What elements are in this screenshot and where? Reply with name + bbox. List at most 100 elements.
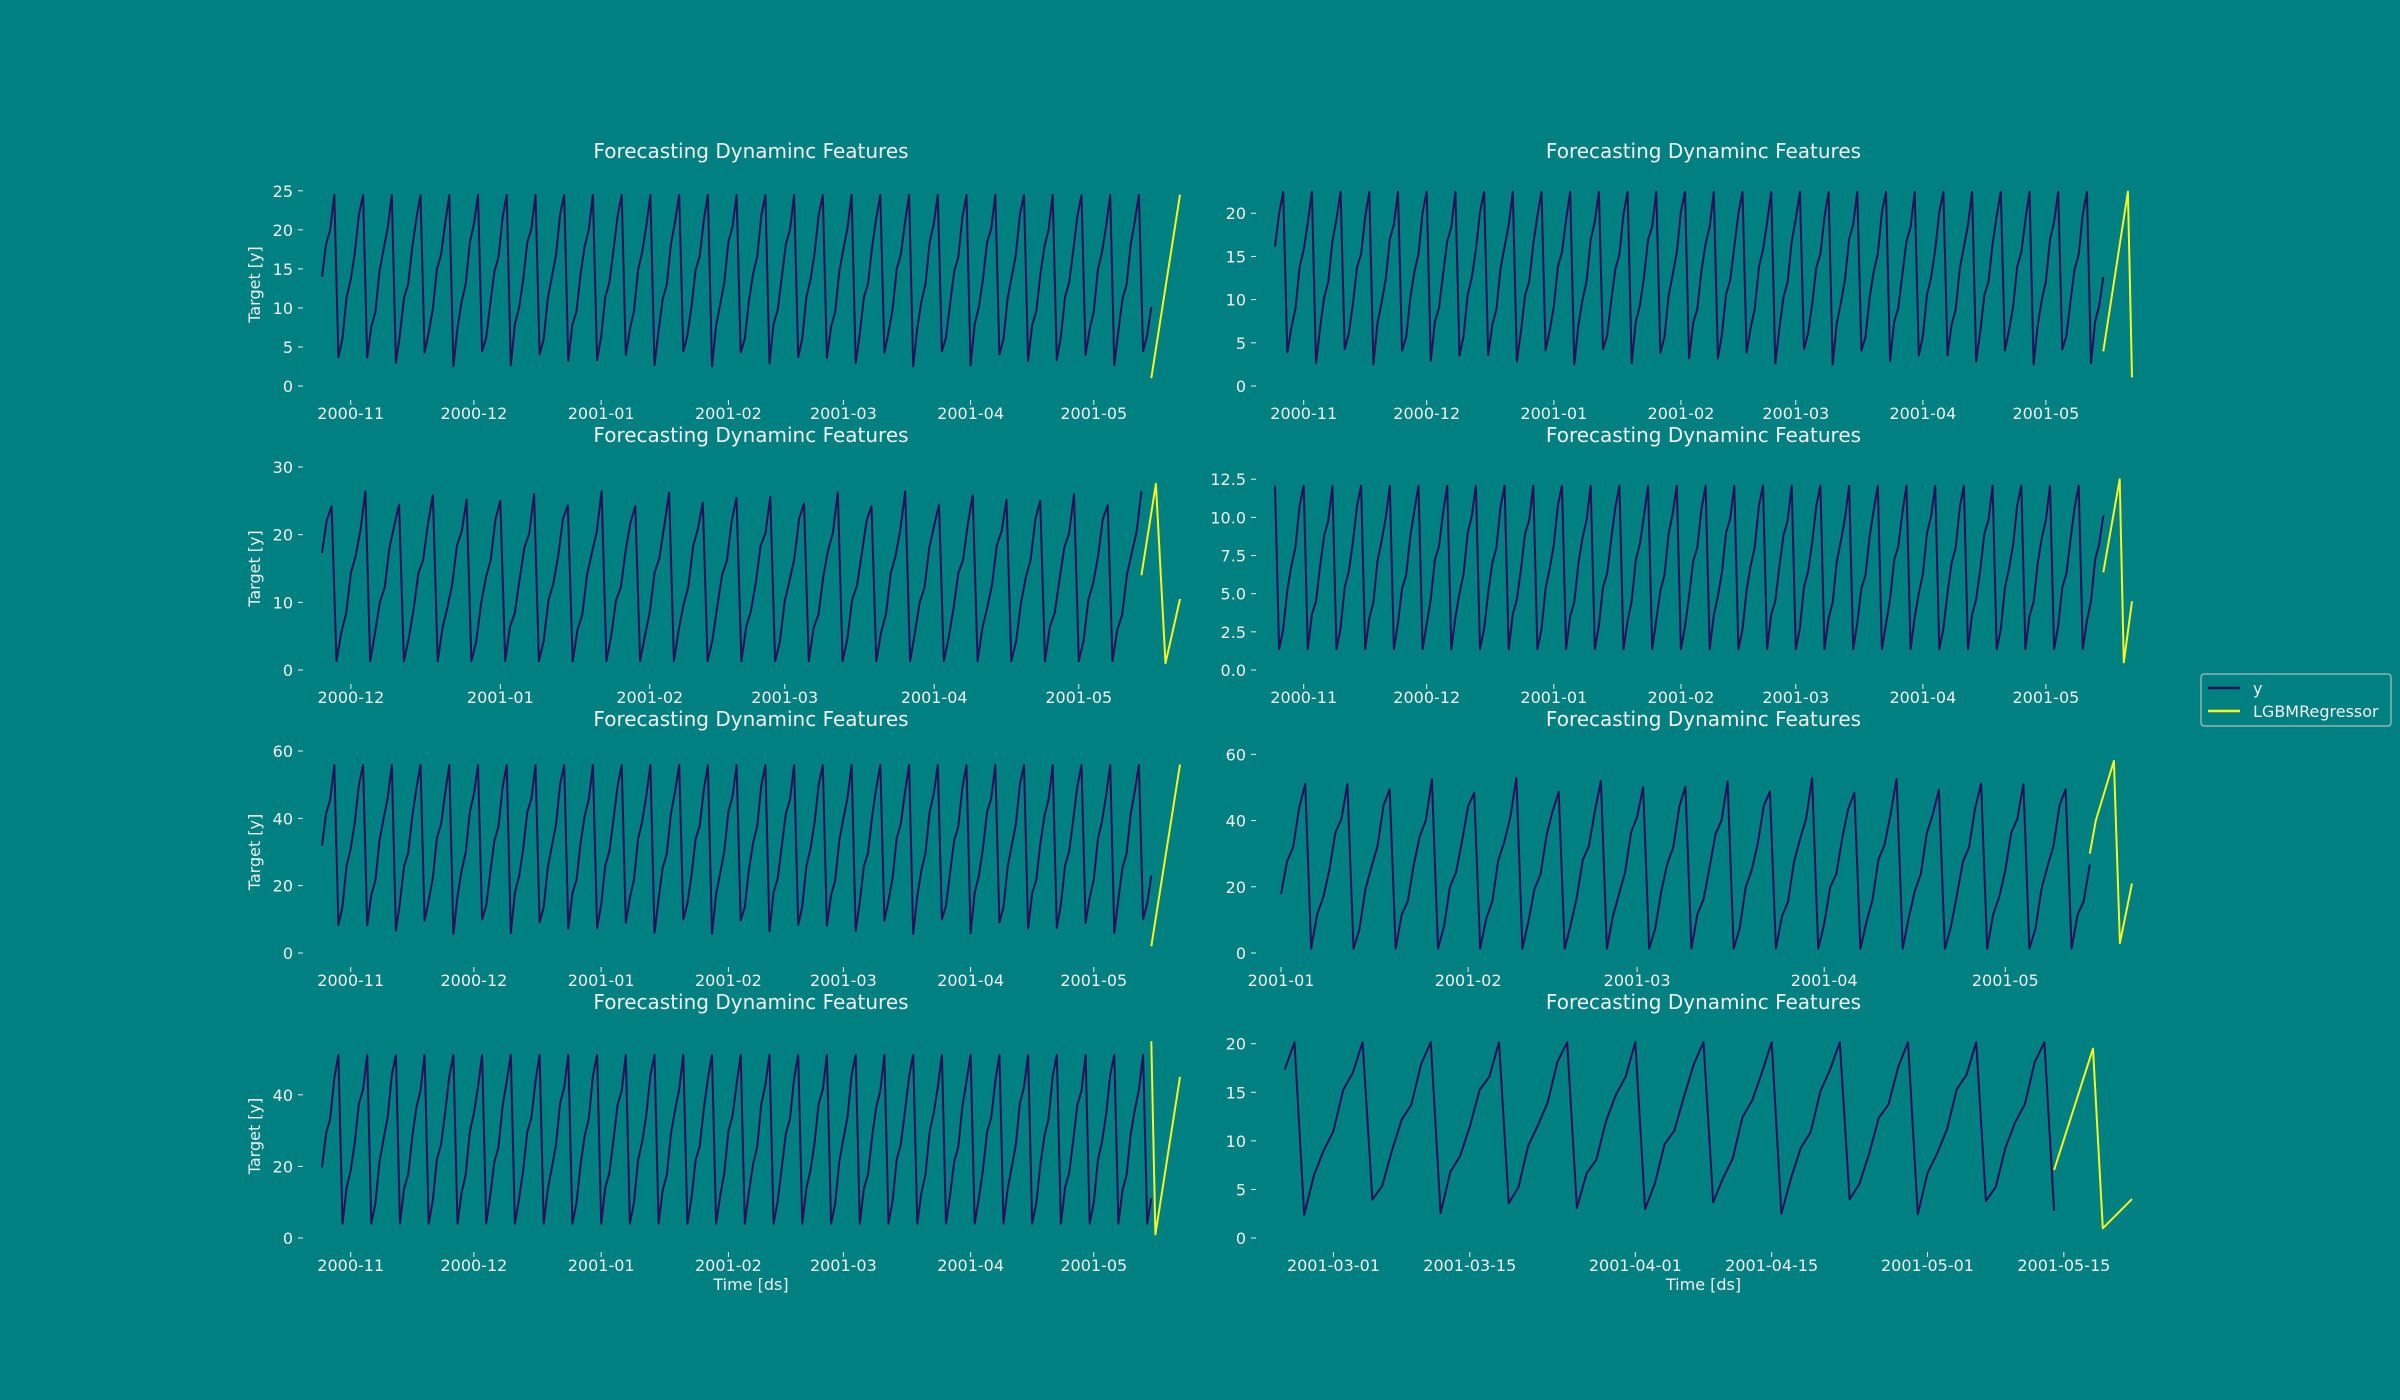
subplot-title: Forecasting Dynaminc Features — [593, 423, 908, 447]
series-line-y — [1283, 1041, 2056, 1216]
x-tick-label: 2001-05 — [1045, 688, 1112, 707]
x-tick-label: 2001-05 — [1060, 971, 1127, 990]
series-line-lgbmregressor — [2102, 190, 2133, 378]
x-tick-label: 2001-05 — [2012, 404, 2079, 423]
y-axis-label: Target [y] — [245, 814, 264, 892]
x-tick-label: 2001-05 — [1972, 971, 2039, 990]
x-tick-label: 2001-03-01 — [1287, 1256, 1380, 1275]
series-line-y — [321, 490, 1143, 663]
y-tick-label: 20 — [273, 877, 293, 896]
x-tick-label: 2000-11 — [1270, 688, 1337, 707]
x-tick-label: 2001-03 — [810, 404, 877, 423]
x-tick-label: 2001-04 — [937, 971, 1004, 990]
x-tick-label: 2001-02 — [616, 688, 683, 707]
x-tick-label: 2000-12 — [317, 688, 384, 707]
x-tick-label: 2001-02 — [695, 404, 762, 423]
series-line-y — [1274, 484, 2105, 651]
x-tick-label: 2001-04 — [937, 404, 1004, 423]
y-axis-label: Target [y] — [245, 246, 264, 324]
x-tick-label: 2001-03 — [810, 971, 877, 990]
y-tick-label: 20 — [1226, 204, 1246, 223]
subplot-title: Forecasting Dynaminc Features — [593, 139, 908, 163]
x-tick-label: 2000-11 — [317, 404, 384, 423]
subplot-grid: Forecasting Dynaminc Features 0 5 10 15 20 25 2… — [245, 139, 2133, 1294]
x-tick-label: 2001-05 — [2012, 688, 2079, 707]
y-tick-label: 0 — [283, 661, 293, 680]
y-tick-label: 20 — [273, 221, 293, 240]
y-tick-label: 20 — [273, 1157, 293, 1176]
subplot-title: Forecasting Dynaminc Features — [1546, 990, 1861, 1014]
x-tick-label: 2000-12 — [1393, 404, 1460, 423]
y-tick-label: 15 — [273, 260, 293, 279]
y-tick-label: 10 — [273, 299, 293, 318]
legend-box — [2200, 673, 2392, 727]
x-tick-label: 2001-03 — [810, 1256, 877, 1275]
series-line-lgbmregressor — [1150, 194, 1181, 379]
y-tick-label: 10.0 — [1210, 508, 1246, 527]
subplot-2: Forecasting Dynaminc Features 0 5 10 15 20 200… — [1226, 139, 2133, 423]
x-tick-label: 2001-05-15 — [2017, 1256, 2110, 1275]
x-tick-label: 2001-02 — [1648, 404, 1715, 423]
x-tick-label: 2001-01 — [467, 688, 534, 707]
series-line-lgbmregressor — [2102, 478, 2133, 664]
x-tick-label: 2001-02 — [695, 971, 762, 990]
y-tick-label: 10 — [273, 593, 293, 612]
subplot-title: Forecasting Dynaminc Features — [593, 707, 908, 731]
x-tick-label: 2001-05 — [1060, 1256, 1127, 1275]
y-tick-label: 40 — [273, 809, 293, 828]
x-tick-label: 2000-11 — [1270, 404, 1337, 423]
y-tick-label: 60 — [1226, 745, 1246, 764]
y-tick-label: 0 — [283, 944, 293, 963]
subplot-5: Forecasting Dynaminc Features 0 20 40 60 2000… — [245, 707, 1181, 990]
subplot-title: Forecasting Dynaminc Features — [1546, 139, 1861, 163]
series-line-lgbmregressor — [1150, 764, 1181, 947]
y-tick-label: 20 — [1226, 1035, 1246, 1054]
y-tick-label: 15 — [1226, 247, 1246, 266]
y-tick-label: 25 — [273, 182, 293, 201]
y-tick-label: 30 — [273, 458, 293, 477]
series-line-y — [1274, 190, 2105, 366]
y-tick-label: 0 — [1236, 377, 1246, 396]
x-tick-label: 2001-04 — [1889, 688, 1956, 707]
x-tick-label: 2001-02 — [695, 1256, 762, 1275]
x-tick-label: 2001-04-15 — [1725, 1256, 1818, 1275]
series-line-y — [1280, 776, 2091, 950]
series-line-lgbmregressor — [2053, 1047, 2133, 1230]
x-tick-label: 2001-05 — [1060, 404, 1127, 423]
x-tick-label: 2001-04 — [1889, 404, 1956, 423]
y-tick-label: 20 — [273, 526, 293, 545]
x-tick-label: 2001-03 — [751, 688, 818, 707]
x-tick-label: 2000-12 — [440, 1256, 507, 1275]
x-tick-label: 2001-01 — [568, 404, 635, 423]
x-tick-label: 2000-12 — [440, 971, 507, 990]
series-line-y — [321, 1053, 1153, 1225]
subplot-3: Forecasting Dynaminc Features 0 10 20 30 2000… — [245, 423, 1181, 707]
x-tick-label: 2001-03 — [1604, 971, 1671, 990]
x-tick-label: 2001-05-01 — [1881, 1256, 1974, 1275]
y-tick-label: 40 — [273, 1086, 293, 1105]
x-axis-label: Time [ds] — [712, 1275, 788, 1294]
subplot-6: Forecasting Dynaminc Features 0 20 40 60 2001… — [1226, 707, 2133, 990]
series-line-lgbmregressor — [1150, 1041, 1181, 1236]
y-tick-label: 5.0 — [1221, 585, 1246, 604]
y-tick-label: 15 — [1226, 1083, 1246, 1102]
x-tick-label: 2001-04 — [1791, 971, 1858, 990]
y-tick-label: 40 — [1226, 812, 1246, 831]
x-tick-label: 2001-01 — [1520, 404, 1587, 423]
x-tick-label: 2000-11 — [317, 971, 384, 990]
subplot-title: Forecasting Dynaminc Features — [593, 990, 908, 1014]
x-tick-label: 2001-01 — [1520, 688, 1587, 707]
x-tick-label: 2001-01 — [1248, 971, 1315, 990]
y-tick-label: 5 — [1236, 334, 1246, 353]
y-tick-label: 10 — [1226, 291, 1246, 310]
x-tick-label: 2000-12 — [440, 404, 507, 423]
y-tick-label: 2.5 — [1221, 623, 1246, 642]
legend: y LGBMRegressor — [2200, 673, 2392, 727]
legend-label-y: y — [2253, 679, 2262, 698]
x-tick-label: 2001-01 — [568, 1256, 635, 1275]
legend-label-lgbmregressor: LGBMRegressor — [2253, 702, 2379, 721]
x-tick-label: 2001-04 — [901, 688, 968, 707]
y-tick-label: 12.5 — [1210, 470, 1246, 489]
y-tick-label: 60 — [273, 742, 293, 761]
y-tick-label: 7.5 — [1221, 547, 1246, 566]
